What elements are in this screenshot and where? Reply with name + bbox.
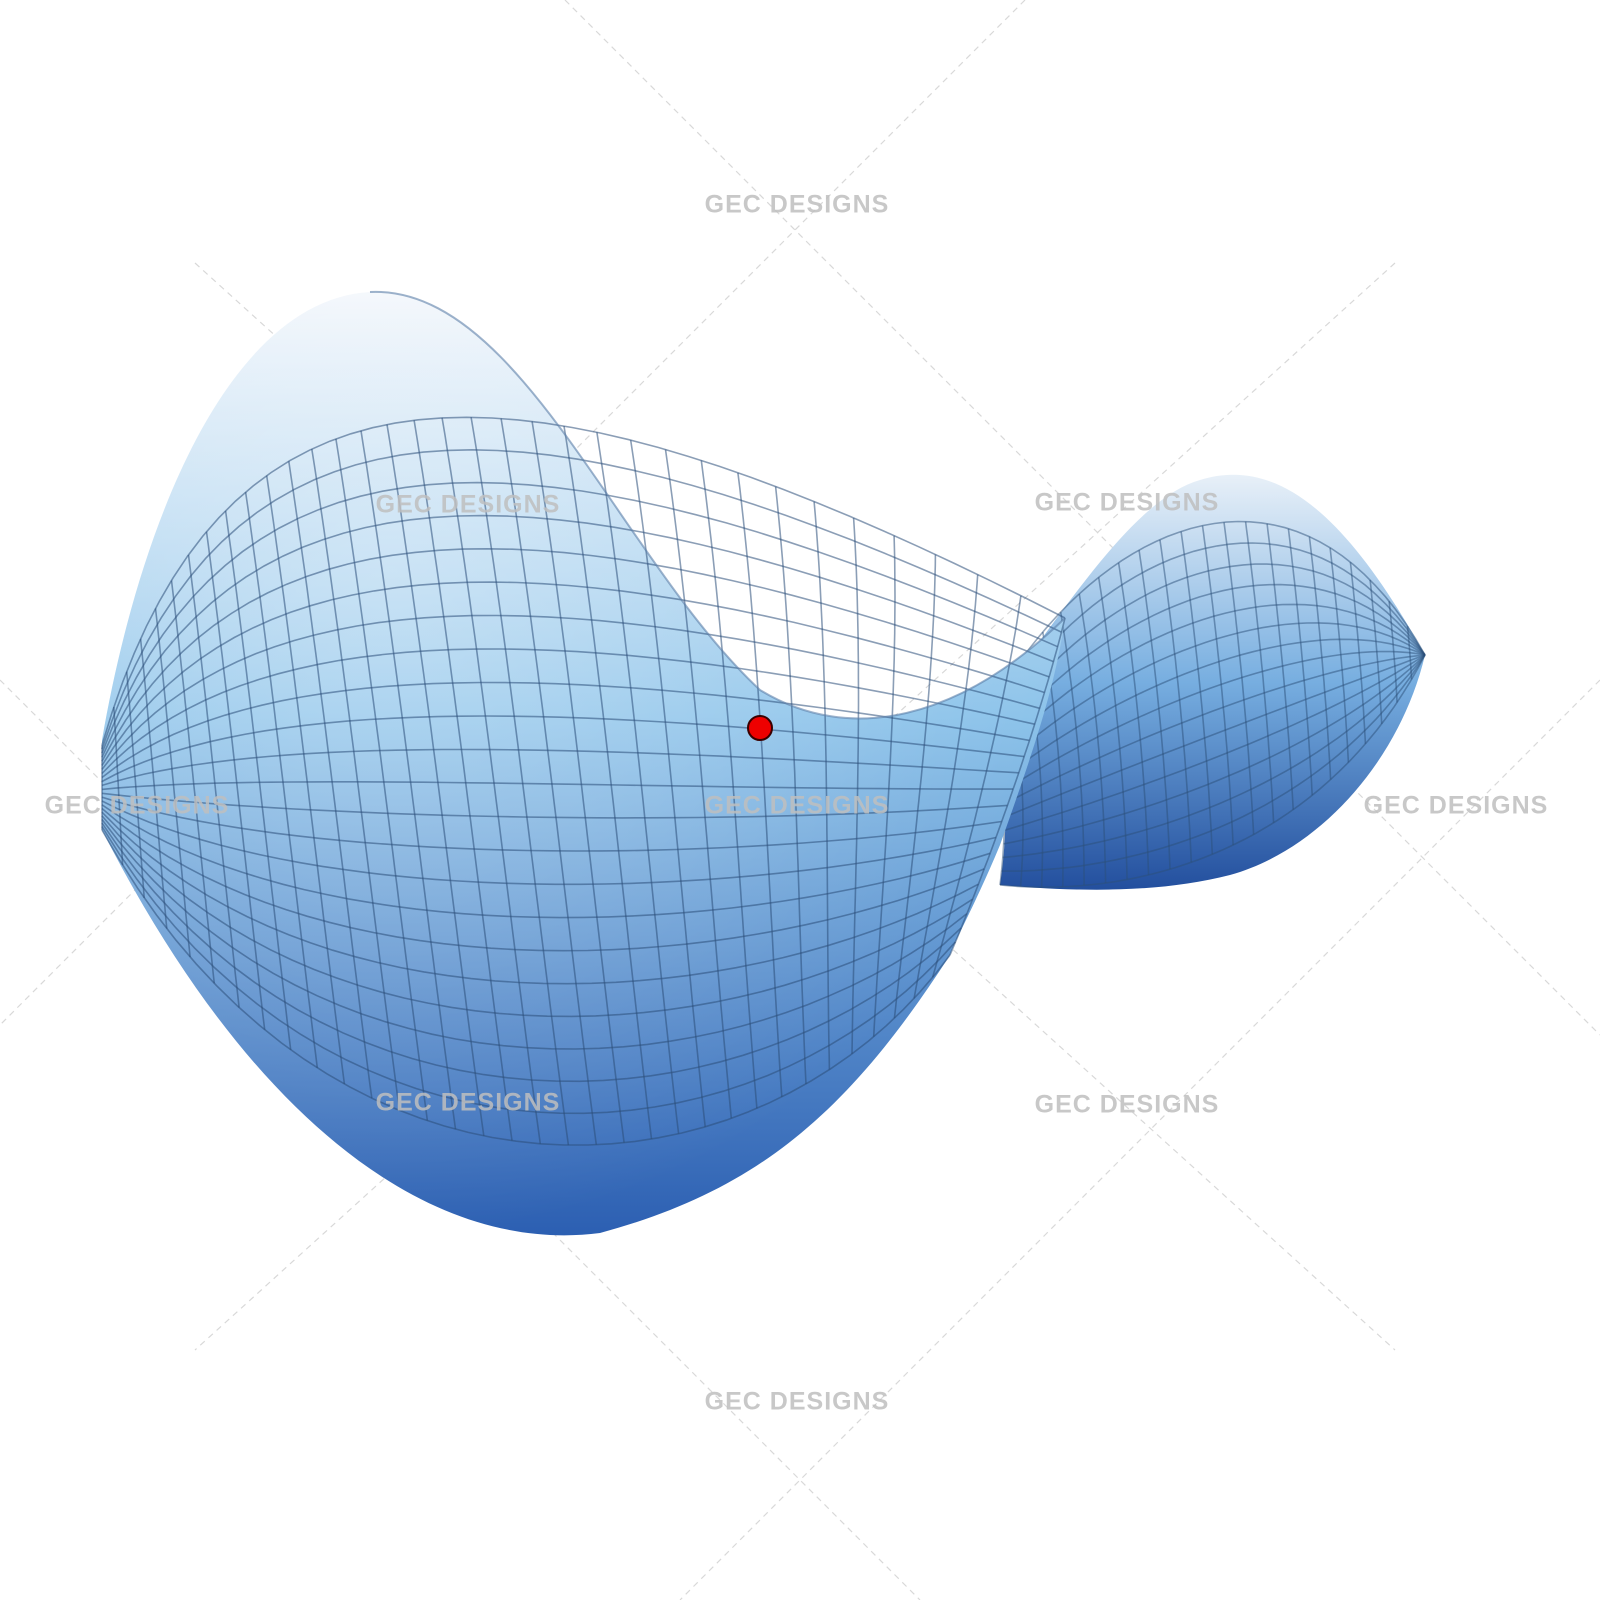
grid-line-v [101,829,951,1146]
grid-line-v [101,819,968,1050]
grid-line-v [101,681,1030,779]
grid-line-v [999,583,1426,740]
grid-line-v [101,815,974,1018]
grid-line-v [101,807,985,952]
grid-line-v [101,648,1035,775]
grid-line-v [999,654,1426,889]
grid-line-v [101,792,1008,819]
grid-line-v [101,514,1054,758]
grid-line-v [1004,654,1426,832]
grid-line-v [1002,622,1426,766]
grid-line-v [101,800,997,886]
grid-line-v [1001,654,1426,872]
saddle-ridge-edge [369,290,1066,720]
grid-line-v [101,826,957,1115]
grid-line-v [101,781,1014,791]
grid-line-v [101,811,979,985]
saddle-back-wing [995,474,1425,890]
saddle-point-marker [747,715,773,741]
grid-line-v [101,796,1002,852]
grid-line-v [1002,654,1426,859]
grid-line-v [1001,603,1426,753]
grid-line-v [1004,654,1426,818]
grid-line-v [1004,654,1426,805]
grid-line-v [994,520,1426,701]
grid-line-v [101,481,1058,754]
saddle-front-grid [101,416,1066,1146]
grid-line-v [101,715,1025,783]
grid-line-v [101,581,1045,766]
grid-line-v [101,416,1066,746]
grid-line-v [101,804,991,919]
grid-line-v [998,563,1426,727]
grid-line-v [101,748,1019,787]
grid-line-v [101,822,962,1083]
grid-line-v [101,614,1040,770]
grid-line-v [1003,638,1426,779]
grid-line-v [1003,654,1426,845]
grid-line-v [101,547,1050,762]
grid-line-v [101,448,1062,750]
grid-line-v [1003,650,1426,792]
